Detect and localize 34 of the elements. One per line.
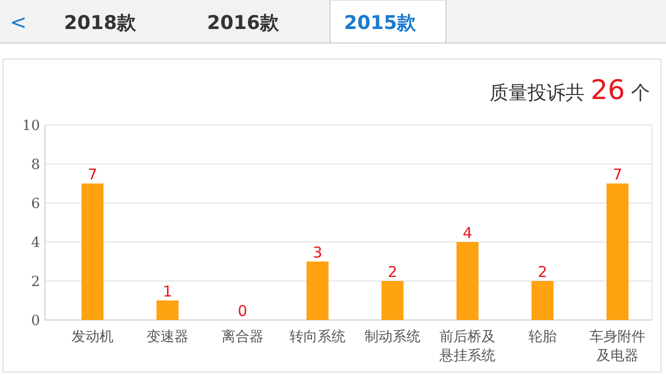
bar <box>306 262 328 320</box>
y-tick-label: 10 <box>22 118 40 134</box>
y-tick-label: 2 <box>31 274 40 290</box>
y-tick-label: 6 <box>31 196 40 212</box>
data-label: 4 <box>462 224 472 242</box>
data-label: 2 <box>538 263 548 281</box>
text: 2015款 <box>344 12 417 34</box>
data-label: 0 <box>238 302 248 320</box>
text: 2016款 <box>207 12 280 34</box>
bar <box>382 281 404 320</box>
x-tick-label: 轮胎 <box>528 329 556 345</box>
x-tick-label: 变速器 <box>146 329 188 345</box>
x-tick-label: 制动系统 <box>364 329 420 345</box>
data-label: 7 <box>612 166 622 184</box>
bar <box>156 300 178 320</box>
x-tick-label: 前后桥及悬挂系统 <box>438 329 496 364</box>
text: < <box>10 10 27 34</box>
x-tick-label: 车身附件及电器 <box>590 329 646 364</box>
bar <box>532 281 554 320</box>
y-tick-label: 0 <box>31 313 40 329</box>
x-tick-label: 转向系统 <box>290 329 346 345</box>
bar <box>606 184 628 320</box>
x-tick-label: 发动机 <box>72 329 114 345</box>
bar <box>456 242 478 320</box>
bar <box>82 184 104 320</box>
x-tick-label: 离合器 <box>222 329 264 345</box>
chart-title: 质量投诉共 26 个 <box>490 75 650 106</box>
y-tick-label: 4 <box>31 235 40 251</box>
y-tick-label: 8 <box>31 157 40 173</box>
text: 2018款 <box>64 12 137 34</box>
data-label: 7 <box>88 166 98 184</box>
data-label: 2 <box>388 263 398 281</box>
data-label: 1 <box>162 282 172 300</box>
data-label: 3 <box>312 244 322 262</box>
